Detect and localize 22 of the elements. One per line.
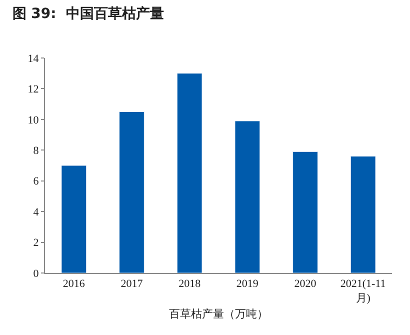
x-tick-label: 2017	[120, 278, 144, 290]
y-tick-label: 8	[33, 144, 40, 157]
y-tick-label: 2	[33, 237, 39, 250]
y-tick-label: 0	[33, 268, 40, 280]
x-tick-label: 2020	[294, 278, 317, 290]
bar	[234, 120, 260, 273]
y-tick-label: 4	[33, 206, 40, 218]
bar	[350, 156, 376, 273]
x-tick-label: 2021(1-11月)	[340, 278, 386, 304]
x-tick-label: 2019	[236, 278, 259, 290]
chart-title: 图 39: 中国百草枯产量	[12, 5, 164, 22]
y-tick-label: 12	[28, 84, 39, 96]
x-tick-label: 2018	[178, 278, 202, 290]
y-tick-label: 10	[28, 114, 40, 126]
bar	[61, 165, 87, 273]
bar	[176, 73, 202, 273]
x-axis-title: 百草枯产量（万吨）	[169, 308, 268, 321]
y-tick-label: 14	[28, 52, 40, 65]
y-tick-label: 6	[33, 176, 40, 188]
bar	[119, 112, 144, 273]
x-tick-label: 2016	[62, 278, 86, 290]
bar	[292, 151, 318, 273]
